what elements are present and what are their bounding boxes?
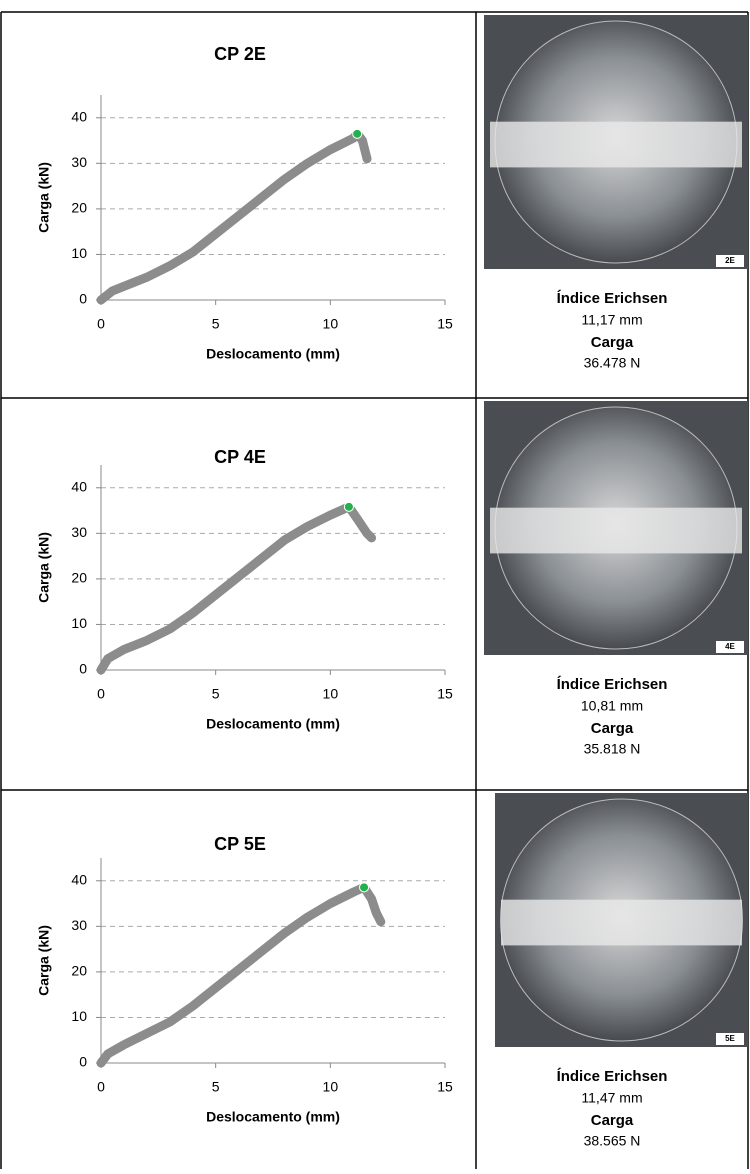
index-label: Índice Erichsen xyxy=(557,1068,668,1085)
chart-title: CP 2E xyxy=(214,44,266,64)
y-tick-label: 30 xyxy=(71,524,87,540)
photo: 2E xyxy=(484,15,748,269)
y-tick-label: 40 xyxy=(71,478,87,494)
x-tick-label: 15 xyxy=(437,1079,453,1095)
x-tick-label: 5 xyxy=(212,1079,220,1095)
data-line xyxy=(101,134,367,300)
x-tick-label: 5 xyxy=(212,316,220,332)
y-tick-label: 20 xyxy=(71,963,87,979)
x-tick-label: 5 xyxy=(212,686,220,702)
y-axis-label: Carga (kN) xyxy=(36,162,52,233)
x-tick-label: 15 xyxy=(437,686,453,702)
load-value: 35.818 N xyxy=(584,741,641,757)
data-line xyxy=(101,887,381,1063)
chart-title: CP 4E xyxy=(214,447,266,467)
x-tick-label: 0 xyxy=(97,1079,105,1095)
photo-label: 5E xyxy=(725,1034,735,1043)
photo-band xyxy=(501,900,742,946)
y-tick-label: 0 xyxy=(79,1054,87,1070)
y-tick-label: 20 xyxy=(71,570,87,586)
y-tick-label: 20 xyxy=(71,200,87,216)
y-tick-label: 40 xyxy=(71,108,87,124)
photo-band xyxy=(490,122,742,168)
peak-point xyxy=(360,883,369,892)
y-tick-label: 30 xyxy=(71,154,87,170)
load-label: Carga xyxy=(591,334,634,351)
x-tick-label: 0 xyxy=(97,686,105,702)
y-tick-label: 10 xyxy=(71,615,87,631)
x-tick-label: 0 xyxy=(97,316,105,332)
load-label: Carga xyxy=(591,720,634,737)
x-axis-label: Deslocamento (mm) xyxy=(206,346,340,362)
page: CP 2E 0 10 20 30 40 0 5 10 15 Deslocamento (mm) Car… xyxy=(0,0,750,1169)
y-tick-label: 0 xyxy=(79,291,87,307)
load-value: 36.478 N xyxy=(584,355,641,371)
chart-title: CP 5E xyxy=(214,834,266,854)
index-value: 11,47 mm xyxy=(581,1090,642,1106)
index-value: 11,17 mm xyxy=(581,312,642,328)
photo-band xyxy=(490,508,742,554)
y-tick-label: 10 xyxy=(71,1008,87,1024)
y-tick-label: 40 xyxy=(71,871,87,887)
x-tick-label: 10 xyxy=(323,1079,339,1095)
peak-point xyxy=(353,129,362,138)
x-axis-label: Deslocamento (mm) xyxy=(206,1109,340,1125)
y-axis-label: Carga (kN) xyxy=(36,532,52,603)
load-label: Carga xyxy=(591,1112,634,1129)
y-tick-label: 0 xyxy=(79,661,87,677)
index-label: Índice Erichsen xyxy=(557,676,668,693)
photo-label: 4E xyxy=(725,642,735,651)
x-tick-label: 10 xyxy=(323,316,339,332)
index-value: 10,81 mm xyxy=(581,698,643,714)
x-axis-label: Deslocamento (mm) xyxy=(206,716,340,732)
data-line xyxy=(101,507,372,670)
x-tick-label: 15 xyxy=(437,316,453,332)
x-tick-label: 10 xyxy=(323,686,339,702)
y-axis-label: Carga (kN) xyxy=(36,925,52,996)
peak-point xyxy=(344,502,353,511)
photo-label: 2E xyxy=(725,256,735,265)
photo: 5E xyxy=(495,793,748,1047)
y-tick-label: 30 xyxy=(71,917,87,933)
photo: 4E xyxy=(484,401,748,655)
index-label: Índice Erichsen xyxy=(557,290,668,307)
y-tick-label: 10 xyxy=(71,245,87,261)
load-value: 38.565 N xyxy=(584,1133,641,1149)
